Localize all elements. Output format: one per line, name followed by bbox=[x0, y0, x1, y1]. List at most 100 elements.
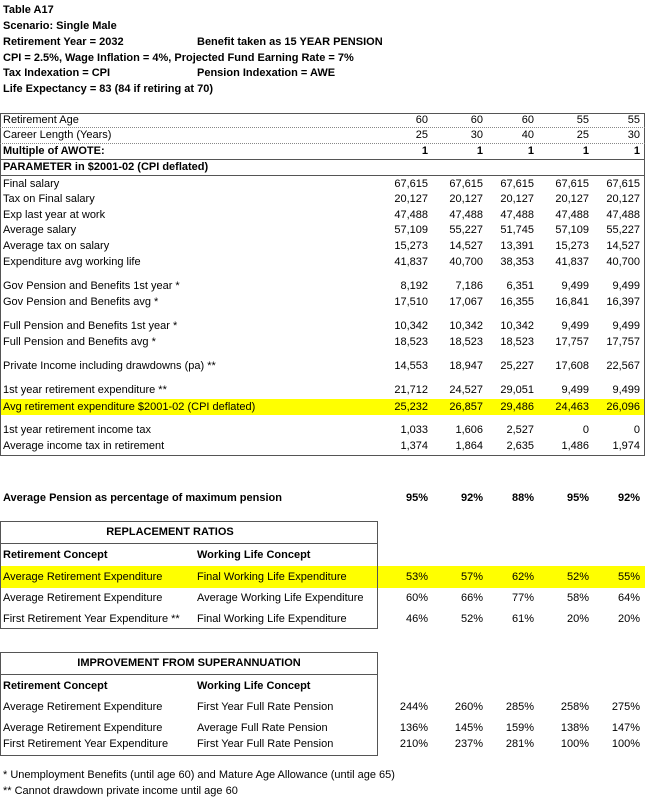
tax-indexation: Tax Indexation = CPI bbox=[3, 67, 111, 79]
section-border bbox=[0, 652, 378, 756]
cell-value: 60 bbox=[415, 114, 428, 126]
cell-value: 1,606 bbox=[455, 424, 483, 436]
cell-value: 47,488 bbox=[555, 209, 589, 221]
cell-value: 9,499 bbox=[561, 384, 589, 396]
cell-value: 26,857 bbox=[449, 401, 483, 413]
row-label: Average Retirement Expenditure bbox=[3, 571, 163, 583]
cell-value: 15,273 bbox=[394, 240, 428, 252]
cell-value: 9,499 bbox=[561, 320, 589, 332]
cell-value: 20,127 bbox=[500, 193, 534, 205]
cell-value: 18,523 bbox=[500, 336, 534, 348]
cell-value: 210% bbox=[399, 738, 428, 750]
cell-value: 260% bbox=[454, 701, 483, 713]
cell-value: 52% bbox=[460, 613, 483, 625]
row-label: First Year Full Rate Pension bbox=[197, 701, 334, 713]
row-label: Average tax on salary bbox=[3, 240, 110, 252]
cell-value: 92% bbox=[460, 492, 483, 504]
cell-value: 55% bbox=[617, 571, 640, 583]
cell-value: 16,841 bbox=[555, 296, 589, 308]
cell-value: 67,615 bbox=[449, 178, 483, 190]
cell-value: 77% bbox=[511, 592, 534, 604]
cell-value: 18,523 bbox=[449, 336, 483, 348]
cell-value: 29,486 bbox=[500, 401, 534, 413]
highlight bbox=[0, 399, 645, 415]
cell-value: 14,553 bbox=[394, 360, 428, 372]
row-label: First Retirement Year Expenditure ** bbox=[3, 613, 180, 625]
cell-value: 16,397 bbox=[606, 296, 640, 308]
cell-value: 10,342 bbox=[449, 320, 483, 332]
cell-value: 52% bbox=[566, 571, 589, 583]
row-label: Retirement Age bbox=[3, 114, 79, 126]
section-title: IMPROVEMENT FROM SUPERANNUATION bbox=[77, 657, 301, 669]
row-label: Multiple of AWOTE: bbox=[3, 145, 105, 157]
cell-value: 92% bbox=[617, 492, 640, 504]
cell-value: 1,974 bbox=[612, 440, 640, 452]
cell-value: 57% bbox=[460, 571, 483, 583]
cell-value: 258% bbox=[560, 701, 589, 713]
cell-value: 147% bbox=[611, 722, 640, 734]
cell-value: 20% bbox=[617, 613, 640, 625]
cell-value: 9,499 bbox=[612, 280, 640, 292]
row-separator bbox=[0, 143, 645, 144]
row-label: Full Pension and Benefits 1st year * bbox=[3, 320, 178, 332]
row-label: 1st year retirement income tax bbox=[3, 424, 151, 436]
row-label: Private Income including drawdowns (pa) … bbox=[3, 360, 216, 372]
cell-value: 21,712 bbox=[394, 384, 428, 396]
cell-value: 281% bbox=[505, 738, 534, 750]
cell-value: 67,615 bbox=[394, 178, 428, 190]
cell-value: 67,615 bbox=[500, 178, 534, 190]
cpi: CPI = 2.5%, Wage Inflation = 4%, Project… bbox=[3, 52, 354, 64]
cell-value: 14,527 bbox=[606, 240, 640, 252]
cell-value: 20,127 bbox=[449, 193, 483, 205]
column-header: Retirement Concept bbox=[3, 680, 108, 692]
cell-value: 18,523 bbox=[394, 336, 428, 348]
section-title: REPLACEMENT RATIOS bbox=[106, 526, 234, 538]
cell-value: 51,745 bbox=[500, 224, 534, 236]
cell-value: 41,837 bbox=[555, 256, 589, 268]
cell-value: 6,351 bbox=[506, 280, 534, 292]
cell-value: 136% bbox=[399, 722, 428, 734]
cell-value: 1,033 bbox=[400, 424, 428, 436]
highlight bbox=[0, 566, 645, 588]
cell-value: 40,700 bbox=[606, 256, 640, 268]
cell-value: 14,527 bbox=[449, 240, 483, 252]
cell-value: 2,635 bbox=[506, 440, 534, 452]
row-separator bbox=[0, 127, 645, 128]
row-separator bbox=[0, 159, 645, 160]
row-separator bbox=[0, 674, 378, 675]
cell-value: 38,353 bbox=[500, 256, 534, 268]
cell-value: 64% bbox=[617, 592, 640, 604]
cell-value: 25 bbox=[415, 129, 428, 141]
life-expectancy: Life Expectancy = 83 (84 if retiring at … bbox=[3, 83, 213, 95]
cell-value: 20,127 bbox=[394, 193, 428, 205]
cell-value: 57,109 bbox=[555, 224, 589, 236]
cell-value: 47,488 bbox=[606, 209, 640, 221]
cell-value: 67,615 bbox=[555, 178, 589, 190]
cell-value: 1 bbox=[527, 145, 534, 157]
cell-value: 15,273 bbox=[555, 240, 589, 252]
pension-indexation: Pension Indexation = AWE bbox=[197, 67, 336, 79]
cell-value: 30 bbox=[627, 129, 640, 141]
cell-value: 60% bbox=[405, 592, 428, 604]
cell-value: 8,192 bbox=[400, 280, 428, 292]
cell-value: 1 bbox=[421, 145, 428, 157]
cell-value: 1,864 bbox=[455, 440, 483, 452]
cell-value: 40 bbox=[521, 129, 534, 141]
cell-value: 53% bbox=[405, 571, 428, 583]
cell-value: 1 bbox=[633, 145, 640, 157]
cell-value: 25,227 bbox=[500, 360, 534, 372]
column-header: Working Life Concept bbox=[197, 549, 311, 561]
cell-value: 66% bbox=[460, 592, 483, 604]
cell-value: 145% bbox=[454, 722, 483, 734]
cell-value: 2,527 bbox=[506, 424, 534, 436]
cell-value: 1 bbox=[582, 145, 589, 157]
cell-value: 47,488 bbox=[449, 209, 483, 221]
cell-value: 61% bbox=[511, 613, 534, 625]
row-label: Career Length (Years) bbox=[3, 129, 112, 141]
cell-value: 10,342 bbox=[500, 320, 534, 332]
row-label: Final Working Life Expenditure bbox=[197, 613, 347, 625]
row-label: First Year Full Rate Pension bbox=[197, 738, 334, 750]
cell-value: 9,499 bbox=[612, 320, 640, 332]
retirement-year: Retirement Year = 2032 bbox=[3, 36, 124, 48]
column-header: Retirement Concept bbox=[3, 549, 108, 561]
